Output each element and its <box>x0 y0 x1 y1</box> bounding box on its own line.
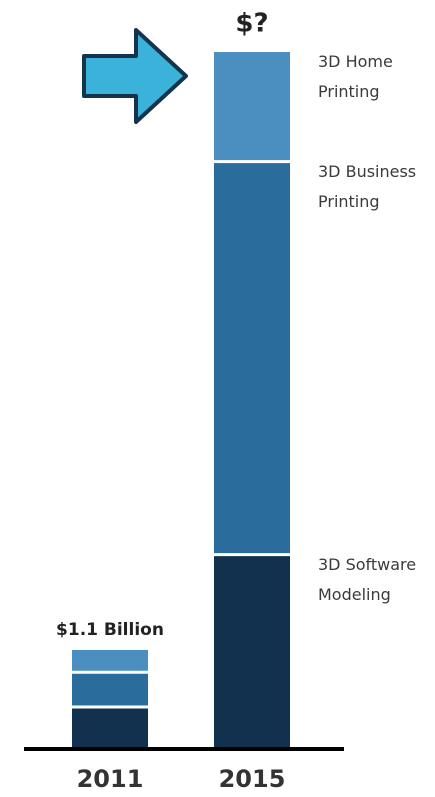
legend-label: 3D Software Modeling <box>318 554 417 604</box>
arrow <box>82 28 188 124</box>
bar-segment <box>72 707 148 748</box>
bar-segment <box>214 52 290 162</box>
x-tick-label: 2015 <box>219 765 286 793</box>
legend-label: 3D Home Printing <box>318 52 393 101</box>
total-label: $1.1 Billion <box>56 620 164 640</box>
bar-segment <box>72 649 148 673</box>
bar-segment <box>214 554 290 748</box>
total-label: $? <box>235 9 268 39</box>
legend-label: 3D Business Printing <box>318 161 417 211</box>
bar-segment <box>72 672 148 708</box>
bar-segment <box>214 161 290 555</box>
x-tick-label: 2011 <box>77 765 144 793</box>
